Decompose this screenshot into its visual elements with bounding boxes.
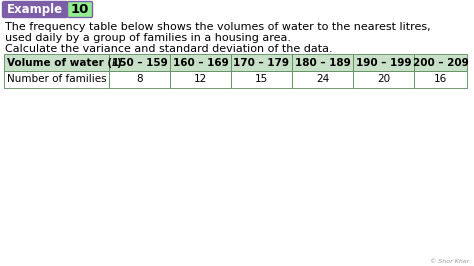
Bar xyxy=(170,71,231,88)
Text: 160 – 169: 160 – 169 xyxy=(173,57,228,68)
Text: 150 – 159: 150 – 159 xyxy=(111,57,167,68)
Text: 10: 10 xyxy=(71,3,89,16)
Text: © Shor Kher: © Shor Kher xyxy=(429,259,469,264)
Text: Number of families: Number of families xyxy=(7,74,107,85)
Text: 15: 15 xyxy=(255,74,268,85)
FancyBboxPatch shape xyxy=(2,2,67,18)
Text: 20: 20 xyxy=(377,74,390,85)
Bar xyxy=(353,54,414,71)
Bar xyxy=(414,71,467,88)
Bar xyxy=(170,54,231,71)
Text: used daily by a group of families in a housing area.: used daily by a group of families in a h… xyxy=(5,33,291,43)
Text: 12: 12 xyxy=(194,74,207,85)
Text: 180 – 189: 180 – 189 xyxy=(295,57,350,68)
Text: Calculate the variance and standard deviation of the data.: Calculate the variance and standard devi… xyxy=(5,44,333,54)
Bar xyxy=(353,71,414,88)
Bar xyxy=(292,54,353,71)
Text: 8: 8 xyxy=(136,74,143,85)
Bar xyxy=(4,54,109,71)
Bar xyxy=(231,71,292,88)
Text: The frequency table below shows the volumes of water to the nearest litres,: The frequency table below shows the volu… xyxy=(5,22,430,32)
Text: 16: 16 xyxy=(434,74,447,85)
Bar xyxy=(4,71,109,88)
Bar xyxy=(109,71,170,88)
Bar xyxy=(414,54,467,71)
Text: 24: 24 xyxy=(316,74,329,85)
Text: 190 – 199: 190 – 199 xyxy=(356,57,411,68)
Text: 200 – 209: 200 – 209 xyxy=(413,57,468,68)
FancyBboxPatch shape xyxy=(67,2,92,18)
Bar xyxy=(231,54,292,71)
Text: Example: Example xyxy=(7,3,63,16)
Text: Volume of water (ℓ): Volume of water (ℓ) xyxy=(7,57,122,68)
Bar xyxy=(292,71,353,88)
Bar xyxy=(109,54,170,71)
Text: 170 – 179: 170 – 179 xyxy=(234,57,290,68)
